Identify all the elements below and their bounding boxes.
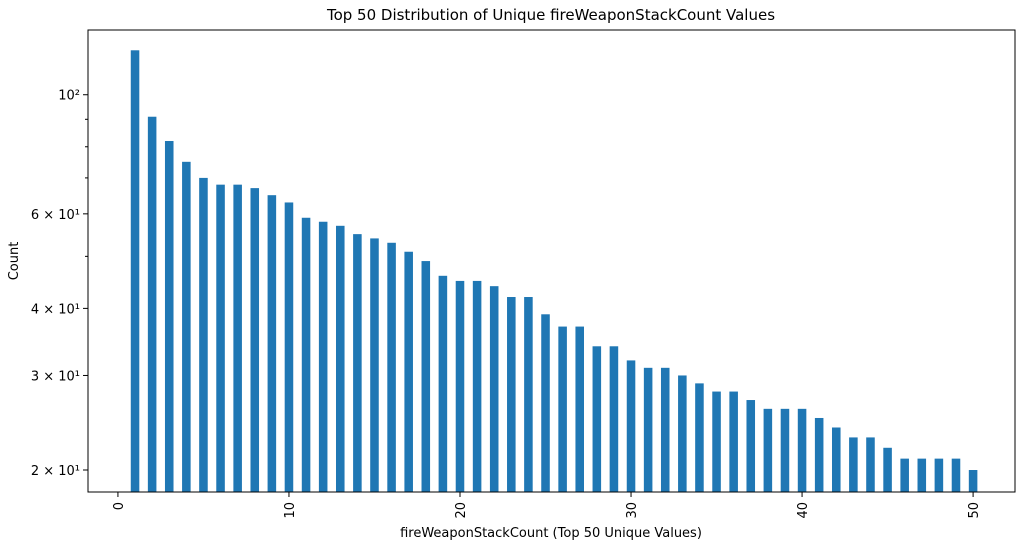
bar [233, 184, 242, 492]
bar [814, 417, 824, 492]
bar [199, 177, 208, 492]
bar [900, 458, 909, 492]
bar [712, 391, 721, 492]
bar [968, 470, 978, 492]
bar [831, 427, 841, 492]
bar [438, 275, 448, 492]
bar [404, 251, 413, 492]
x-tick-label: 30 [625, 502, 640, 519]
x-tick-label: 50 [967, 502, 982, 519]
axes-frame [87, 29, 1016, 493]
bar [797, 408, 807, 492]
bar [455, 280, 465, 492]
chart-title: Top 50 Distribution of Unique fireWeapon… [326, 6, 775, 24]
bar [780, 408, 790, 492]
x-tick-label: 20 [454, 502, 469, 519]
y-axis-label: Count [7, 242, 22, 281]
y-tick-label: 6 × 10¹ [31, 208, 80, 223]
bar [609, 346, 619, 492]
bar [763, 408, 773, 492]
bar [387, 242, 396, 492]
x-tick-label: 40 [796, 502, 811, 519]
bar [421, 261, 431, 492]
bar [558, 326, 567, 492]
bar [541, 314, 550, 492]
bar [489, 286, 499, 492]
bar [592, 346, 602, 492]
bar [626, 360, 636, 492]
bar [678, 375, 687, 492]
bar [216, 184, 225, 492]
y-tick-label: 4 × 10¹ [31, 302, 80, 317]
bar [917, 458, 927, 492]
y-tick-label: 3 × 10¹ [31, 369, 80, 384]
bar [524, 297, 533, 492]
bar [250, 188, 260, 492]
bar [284, 202, 294, 492]
x-axis-label: fireWeaponStackCount (Top 50 Unique Valu… [400, 526, 702, 541]
bar [130, 50, 140, 492]
bar [883, 447, 892, 492]
bar [660, 367, 670, 492]
bar [729, 391, 738, 492]
x-tick-label: 10 [283, 502, 298, 519]
x-tick-label: 0 [112, 502, 127, 510]
bar [370, 238, 379, 492]
bar [643, 367, 653, 492]
bar [746, 400, 756, 492]
bar [267, 195, 277, 493]
bar [301, 217, 311, 492]
bar [849, 437, 858, 492]
plot-area: 2 × 10¹ 3 × 10¹ 4 × 10¹ 6 × 10¹ 10² 0 10 20 30 40… [31, 50, 982, 519]
bar [507, 297, 516, 492]
bar [472, 280, 482, 492]
bar [353, 234, 362, 492]
bar [695, 383, 704, 492]
bar [951, 458, 961, 492]
bar [934, 458, 944, 492]
y-tick-label: 10² [58, 89, 80, 104]
bar [866, 437, 875, 492]
bar [575, 326, 584, 492]
bar [335, 225, 345, 493]
bar [182, 161, 191, 492]
bar [147, 116, 157, 492]
y-tick-label: 2 × 10¹ [31, 464, 80, 479]
bar [318, 221, 328, 493]
bar [164, 141, 174, 492]
